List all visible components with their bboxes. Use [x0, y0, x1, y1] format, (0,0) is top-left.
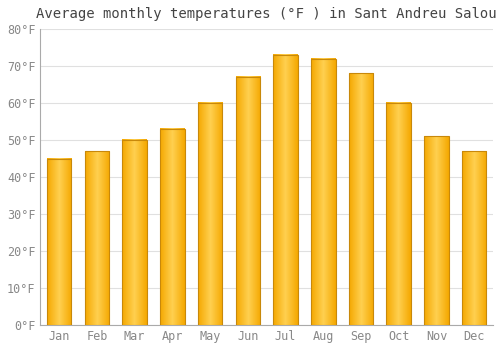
Bar — [311, 59, 336, 325]
Bar — [462, 151, 486, 325]
Bar — [386, 103, 411, 325]
Bar — [122, 140, 147, 325]
Title: Average monthly temperatures (°F ) in Sant Andreu Salou: Average monthly temperatures (°F ) in Sa… — [36, 7, 497, 21]
Bar — [348, 74, 374, 325]
Bar — [274, 55, 298, 325]
Bar — [424, 136, 448, 325]
Bar — [198, 103, 222, 325]
Bar — [160, 129, 184, 325]
Bar — [236, 77, 260, 325]
Bar — [47, 159, 72, 325]
Bar — [84, 151, 109, 325]
